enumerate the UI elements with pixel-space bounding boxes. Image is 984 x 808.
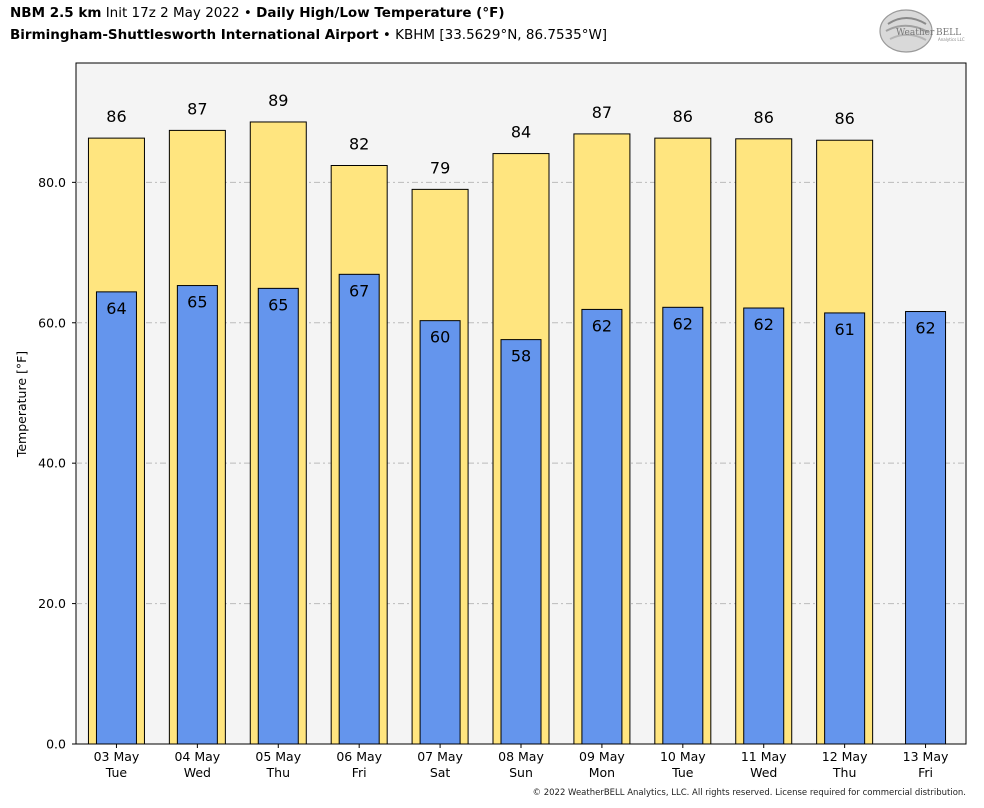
separator: • (243, 5, 252, 21)
low-temp-bar (419, 320, 461, 745)
y-tick-label: 20.0 (38, 596, 66, 611)
low-temp-bar (176, 285, 218, 745)
low-temp-label: 64 (106, 299, 126, 318)
low-temp-bar (500, 339, 542, 745)
chart-header-line1: NBM 2.5 km Init 17z 2 May 2022 • Daily H… (10, 4, 505, 22)
low-temp-label: 67 (349, 281, 369, 300)
station-name: Birmingham-Shuttlesworth International A… (10, 27, 379, 43)
low-temp-label: 60 (430, 328, 450, 347)
x-tick-label-date: 07 May (417, 749, 463, 764)
high-temp-label: 86 (754, 108, 774, 127)
x-tick-label-date: 06 May (336, 749, 382, 764)
low-temp-label: 65 (187, 293, 207, 312)
low-temp-bar (824, 312, 866, 745)
x-tick-label-day: Mon (589, 765, 615, 780)
low-temp-bar (95, 291, 137, 745)
logo-subtext: Analytics LLC (938, 37, 965, 42)
x-tick-label-day: Tue (671, 765, 694, 780)
low-temp-label: 61 (834, 320, 854, 339)
x-tick-label-day: Fri (918, 765, 933, 780)
y-axis-label: Temperature [°F] (14, 351, 29, 458)
x-tick-label-date: 12 May (822, 749, 868, 764)
low-temp-label: 62 (915, 319, 935, 338)
x-tick-label-date: 09 May (579, 749, 625, 764)
x-tick-label-day: Thu (832, 765, 856, 780)
low-temp-bar (743, 307, 785, 745)
x-tick-label-day: Wed (184, 765, 211, 780)
station-info: KBHM [33.5629°N, 86.7535°W] (395, 27, 608, 43)
x-tick-label-date: 04 May (174, 749, 220, 764)
copyright-notice: © 2022 WeatherBELL Analytics, LLC. All r… (532, 788, 966, 798)
y-tick-label: 60.0 (38, 315, 66, 330)
high-temp-label: 79 (430, 158, 450, 177)
x-tick-label-date: 11 May (741, 749, 787, 764)
x-tick-label-day: Thu (266, 765, 290, 780)
logo-text-a: Weather (896, 28, 935, 38)
high-temp-label: 89 (268, 91, 288, 110)
model-name: NBM 2.5 km (10, 5, 102, 21)
x-tick-label-day: Sat (430, 765, 451, 780)
low-temp-bar (257, 287, 299, 745)
low-temp-bar (905, 311, 947, 745)
x-tick-label-day: Tue (105, 765, 128, 780)
x-tick-label-date: 05 May (255, 749, 301, 764)
bars-layer (87, 121, 947, 745)
y-tick-label: 40.0 (38, 456, 66, 471)
x-tick-label-date: 10 May (660, 749, 706, 764)
x-tick-label-date: 08 May (498, 749, 544, 764)
high-temp-label: 86 (834, 109, 854, 128)
high-temp-label: 82 (349, 135, 369, 154)
value-labels-layer: 86 64 87 65 89 65 82 67 79 60 84 58 87 62 86 62 86 62 86 61… (106, 91, 935, 366)
x-tick-label-day: Wed (750, 765, 777, 780)
chart-title: Daily High/Low Temperature (°F) (256, 5, 505, 21)
low-temp-bar (662, 306, 704, 745)
low-temp-label: 62 (754, 315, 774, 334)
high-temp-label: 84 (511, 123, 531, 142)
logo-text-b: BELL (936, 28, 961, 38)
separator: • (382, 27, 391, 43)
high-temp-label: 87 (592, 103, 612, 122)
low-temp-bar (338, 273, 380, 745)
x-tick-label-day: Sun (509, 765, 533, 780)
low-temp-label: 58 (511, 347, 531, 366)
x-tick-label-date: 13 May (903, 749, 949, 764)
low-temp-label: 65 (268, 295, 288, 314)
low-temp-label: 62 (592, 316, 612, 335)
low-temp-label: 62 (673, 314, 693, 333)
y-tick-label: 80.0 (38, 175, 66, 190)
weatherbell-logo: Weather BELL Analytics LLC (879, 9, 965, 53)
chart-header-line2: Birmingham-Shuttlesworth International A… (10, 26, 607, 44)
high-temp-label: 87 (187, 99, 207, 118)
y-tick-label: 0.0 (46, 737, 66, 752)
x-tick-label-day: Fri (352, 765, 367, 780)
init-time: Init 17z 2 May 2022 (105, 5, 240, 21)
x-tick-label-date: 03 May (94, 749, 140, 764)
high-temp-label: 86 (106, 107, 126, 126)
low-temp-bar (581, 308, 623, 745)
y-axis: 0.0 20.0 40.0 60.0 80.0 (38, 175, 76, 752)
high-temp-label: 86 (673, 107, 693, 126)
